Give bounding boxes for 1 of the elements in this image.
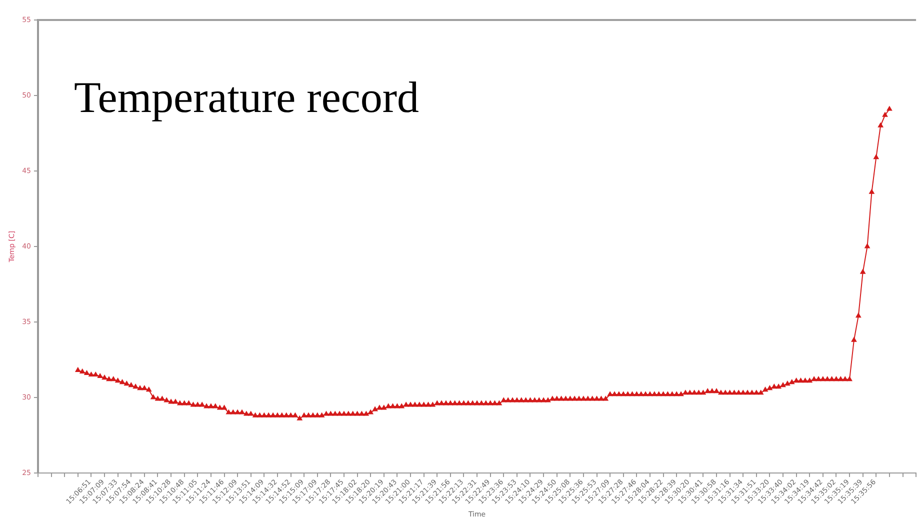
text: Temperature record: [74, 73, 420, 122]
